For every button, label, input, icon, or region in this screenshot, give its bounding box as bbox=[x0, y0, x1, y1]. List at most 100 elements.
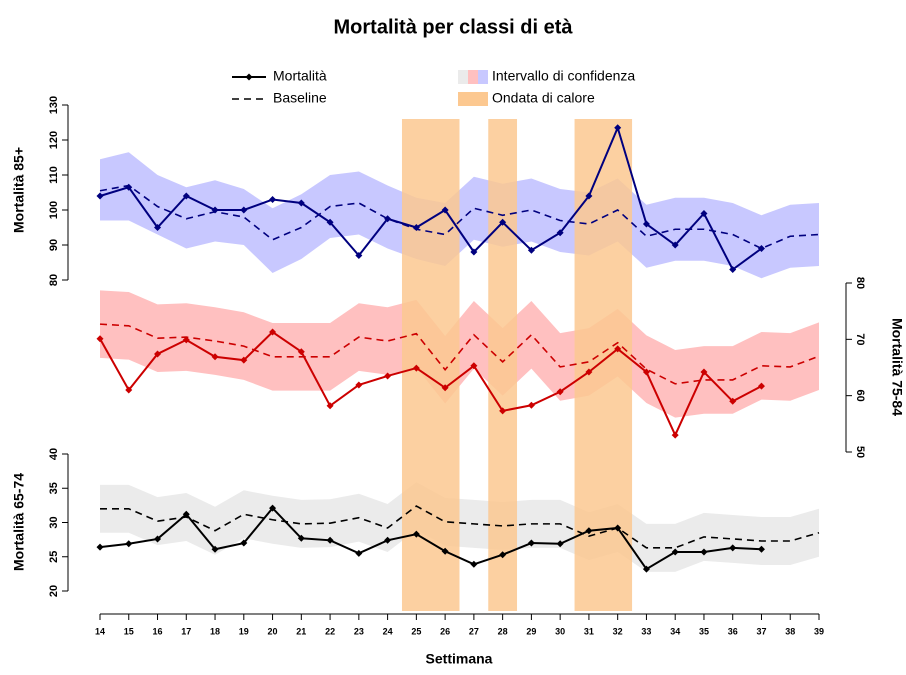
x-tick-label: 24 bbox=[383, 626, 393, 636]
x-axis-label: Settimana bbox=[426, 651, 493, 667]
mortality-marker bbox=[585, 527, 593, 535]
legend-label: Ondata di calore bbox=[492, 90, 595, 106]
y-tick-label: 120 bbox=[48, 131, 60, 149]
mortality-marker bbox=[556, 388, 564, 396]
mortality-marker bbox=[297, 348, 305, 356]
mortality-marker bbox=[240, 206, 248, 214]
mortality-marker bbox=[125, 540, 133, 548]
mortality-marker bbox=[729, 266, 737, 273]
mortality-marker bbox=[642, 565, 650, 573]
mortality-marker bbox=[470, 248, 478, 256]
mortality-marker bbox=[154, 350, 162, 358]
mortality-marker bbox=[96, 543, 104, 551]
x-tick-label: 25 bbox=[411, 626, 421, 636]
x-tick-label: 37 bbox=[756, 626, 766, 636]
legend-swatch bbox=[478, 70, 488, 84]
mortality-marker bbox=[355, 381, 363, 389]
mortality-marker bbox=[211, 545, 219, 553]
y-tick-label: 110 bbox=[48, 166, 60, 184]
x-tick-label: 35 bbox=[699, 626, 709, 636]
legend-swatch bbox=[458, 70, 468, 84]
x-tick-label: 20 bbox=[268, 626, 278, 636]
x-tick-label: 39 bbox=[814, 626, 824, 636]
mortality-marker bbox=[125, 386, 133, 394]
mortality-marker bbox=[154, 224, 162, 231]
y-tick-label: 60 bbox=[854, 390, 866, 402]
y-axis-label: Mortalità 65-74 bbox=[11, 473, 27, 571]
y-tick-label: 50 bbox=[854, 446, 866, 458]
mortality-marker bbox=[614, 345, 622, 353]
mortality-marker bbox=[757, 545, 765, 553]
mortality-marker bbox=[700, 210, 708, 217]
mortality-marker bbox=[585, 192, 593, 200]
x-tick-label: 15 bbox=[124, 626, 134, 636]
legend-swatch bbox=[458, 92, 488, 106]
mortality-marker bbox=[240, 539, 248, 547]
y-tick-label: 30 bbox=[48, 516, 60, 528]
mortality-marker bbox=[499, 407, 507, 415]
x-tick-label: 16 bbox=[153, 626, 163, 636]
x-tick-label: 28 bbox=[498, 626, 508, 636]
x-tick-label: 23 bbox=[354, 626, 364, 636]
mortality-marker bbox=[527, 246, 535, 254]
mortality-marker bbox=[499, 218, 507, 226]
mortality-marker bbox=[211, 206, 219, 214]
mortality-marker bbox=[412, 364, 420, 372]
mortality-marker bbox=[499, 551, 507, 559]
mortality-marker bbox=[182, 336, 190, 344]
mortality-marker bbox=[757, 382, 765, 390]
x-tick-label: 36 bbox=[728, 626, 738, 636]
x-tick-label: 21 bbox=[296, 626, 306, 636]
x-tick-label: 26 bbox=[440, 626, 450, 636]
mortality-marker bbox=[470, 362, 478, 370]
mortality-marker bbox=[671, 431, 679, 439]
x-tick-label: 27 bbox=[469, 626, 479, 636]
mortality-marker bbox=[326, 402, 334, 410]
baseline-line bbox=[99, 184, 820, 250]
mortality-marker bbox=[96, 192, 104, 200]
legend-swatch bbox=[245, 73, 253, 81]
mortality-marker bbox=[470, 560, 478, 568]
mortality-marker bbox=[96, 335, 104, 343]
mortality-marker bbox=[211, 353, 219, 361]
mortality-marker bbox=[154, 535, 162, 543]
legend-label: Intervallo di confidenza bbox=[492, 68, 635, 84]
mortality-marker bbox=[729, 544, 737, 552]
mortality-marker bbox=[642, 220, 650, 228]
mortality-marker bbox=[441, 206, 449, 214]
y-tick-label: 90 bbox=[48, 239, 60, 251]
mortality-marker bbox=[269, 504, 277, 512]
y-tick-label: 130 bbox=[48, 96, 60, 114]
x-tick-label: 22 bbox=[325, 626, 335, 636]
x-tick-label: 14 bbox=[95, 626, 105, 636]
mortality-marker bbox=[125, 183, 133, 191]
y-tick-label: 25 bbox=[48, 551, 60, 563]
mortality-line bbox=[99, 506, 762, 571]
mortality-marker bbox=[671, 241, 679, 249]
legend-label: Baseline bbox=[273, 90, 327, 106]
mortality-marker bbox=[326, 218, 334, 226]
mortality-marker bbox=[700, 368, 708, 376]
mortality-marker bbox=[384, 372, 392, 380]
mortality-marker bbox=[355, 252, 363, 259]
x-tick-label: 38 bbox=[785, 626, 795, 636]
mortality-marker bbox=[556, 540, 564, 548]
mortality-line bbox=[99, 124, 763, 271]
heatwave-band bbox=[488, 119, 518, 611]
x-tick-label: 32 bbox=[613, 626, 623, 636]
heatwave-band bbox=[401, 119, 460, 611]
x-tick-label: 17 bbox=[181, 626, 191, 636]
y-tick-label: 80 bbox=[48, 274, 60, 286]
legend-label: Mortalità bbox=[273, 68, 327, 84]
mortality-marker bbox=[700, 548, 708, 556]
mortality-marker bbox=[642, 368, 650, 376]
x-tick-label: 33 bbox=[641, 626, 651, 636]
x-tick-label: 19 bbox=[239, 626, 249, 636]
y-axis-label: Mortalità 75-84 bbox=[889, 318, 905, 416]
mortality-marker bbox=[412, 530, 420, 538]
mortality-marker bbox=[757, 245, 765, 252]
y-tick-label: 70 bbox=[854, 333, 866, 345]
mortality-marker bbox=[384, 536, 392, 544]
mortality-marker bbox=[182, 510, 190, 518]
